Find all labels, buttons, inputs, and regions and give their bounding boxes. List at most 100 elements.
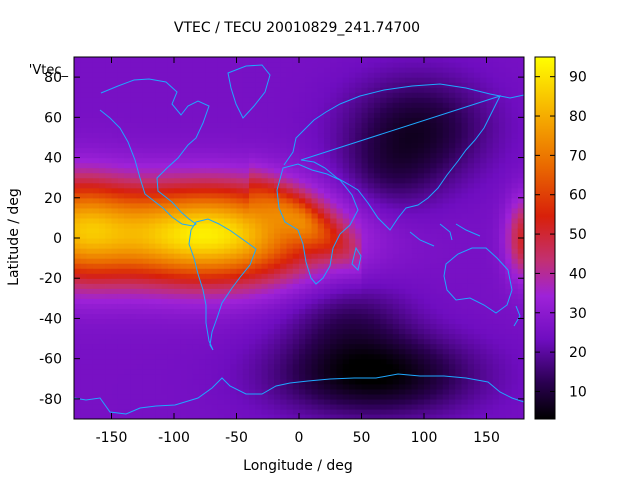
- heatmap-cell: [355, 227, 363, 234]
- heatmap-cell: [186, 363, 194, 370]
- heatmap-cell: [217, 207, 225, 214]
- heatmap-cell: [186, 167, 194, 174]
- heatmap-cell: [374, 92, 381, 98]
- heatmap-cell: [249, 217, 256, 224]
- heatmap-cell: [74, 283, 81, 289]
- heatmap-cell: [474, 263, 481, 269]
- heatmap-cell: [286, 102, 294, 108]
- heatmap-cell: [142, 137, 150, 144]
- heatmap-cell: [342, 343, 350, 350]
- heatmap-cell: [461, 92, 469, 98]
- heatmap-cell: [380, 338, 388, 345]
- heatmap-cell: [242, 313, 250, 320]
- heatmap-cell: [292, 378, 300, 385]
- heatmap-cell: [167, 227, 175, 234]
- heatmap-cell: [436, 253, 444, 259]
- heatmap-cell: [261, 283, 269, 289]
- heatmap-cell: [155, 57, 163, 63]
- heatmap-cell: [92, 343, 100, 350]
- heatmap-cell: [186, 283, 194, 289]
- heatmap-cell: [392, 303, 400, 309]
- heatmap-cell: [80, 62, 88, 68]
- heatmap-cell: [142, 112, 150, 118]
- heatmap-cell: [311, 243, 319, 249]
- heatmap-cell: [330, 313, 338, 320]
- heatmap-cell: [267, 308, 275, 315]
- heatmap-cell: [499, 393, 506, 400]
- heatmap-cell: [80, 328, 88, 335]
- heatmap-cell: [167, 192, 175, 199]
- heatmap-cell: [142, 378, 150, 385]
- heatmap-cell: [105, 273, 113, 279]
- heatmap-cell: [74, 102, 81, 108]
- heatmap-cell: [86, 318, 94, 325]
- heatmap-cell: [411, 162, 419, 169]
- heatmap-cell: [336, 258, 344, 264]
- heatmap-cell: [386, 147, 394, 154]
- heatmap-cell: [311, 122, 319, 128]
- heatmap-cell: [361, 67, 369, 73]
- heatmap-cell: [242, 278, 250, 284]
- heatmap-cell: [449, 368, 456, 375]
- heatmap-cell: [305, 328, 313, 335]
- heatmap-cell: [374, 62, 381, 68]
- heatmap-cell: [474, 152, 481, 159]
- heatmap-cell: [211, 162, 219, 169]
- heatmap-cell: [242, 167, 250, 174]
- heatmap-cell: [280, 253, 288, 259]
- heatmap-cell: [449, 343, 456, 350]
- heatmap-cell: [292, 62, 300, 68]
- heatmap-cell: [99, 323, 106, 330]
- heatmap-cell: [430, 373, 438, 380]
- heatmap-cell: [111, 323, 119, 330]
- heatmap-cell: [255, 318, 263, 325]
- heatmap-cell: [274, 388, 281, 395]
- heatmap-cell: [399, 197, 406, 204]
- heatmap-cell: [349, 112, 356, 118]
- heatmap-cell: [99, 248, 106, 254]
- heatmap-cell: [280, 363, 288, 370]
- heatmap-cell: [499, 182, 506, 189]
- heatmap-cell: [92, 408, 100, 415]
- heatmap-cell: [92, 142, 100, 149]
- heatmap-cell: [161, 177, 169, 184]
- heatmap-cell: [499, 122, 506, 128]
- heatmap-cell: [411, 288, 419, 294]
- heatmap-cell: [92, 57, 100, 63]
- heatmap-cell: [342, 408, 350, 415]
- heatmap-cell: [111, 72, 119, 78]
- heatmap-cell: [174, 67, 181, 73]
- heatmap-cell: [242, 338, 250, 345]
- heatmap-cell: [74, 248, 81, 254]
- heatmap-cell: [386, 303, 394, 309]
- heatmap-cell: [180, 117, 188, 123]
- heatmap-cell: [292, 293, 300, 299]
- heatmap-cell: [99, 298, 106, 304]
- heatmap-cell: [155, 363, 163, 370]
- heatmap-cell: [224, 142, 231, 149]
- heatmap-cell: [161, 333, 169, 340]
- heatmap-cell: [161, 217, 169, 224]
- heatmap-cell: [292, 187, 300, 194]
- heatmap-cell: [286, 343, 294, 350]
- heatmap-cell: [449, 172, 456, 179]
- heatmap-cell: [199, 152, 206, 159]
- heatmap-cell: [286, 132, 294, 139]
- heatmap-cell: [236, 197, 244, 204]
- heatmap-cell: [136, 102, 144, 108]
- heatmap-cell: [467, 152, 475, 159]
- heatmap-cell: [105, 303, 113, 309]
- heatmap-cell: [424, 358, 431, 365]
- heatmap-cell: [405, 358, 413, 365]
- heatmap-cell: [436, 217, 444, 224]
- heatmap-cell: [217, 358, 225, 365]
- heatmap-cell: [199, 172, 206, 179]
- heatmap-cell: [311, 142, 319, 149]
- heatmap-cell: [442, 207, 450, 214]
- heatmap-cell: [405, 67, 413, 73]
- heatmap-cell: [317, 177, 325, 184]
- heatmap-cell: [192, 293, 200, 299]
- heatmap-cell: [280, 142, 288, 149]
- heatmap-cell: [374, 363, 381, 370]
- heatmap-cell: [467, 57, 475, 63]
